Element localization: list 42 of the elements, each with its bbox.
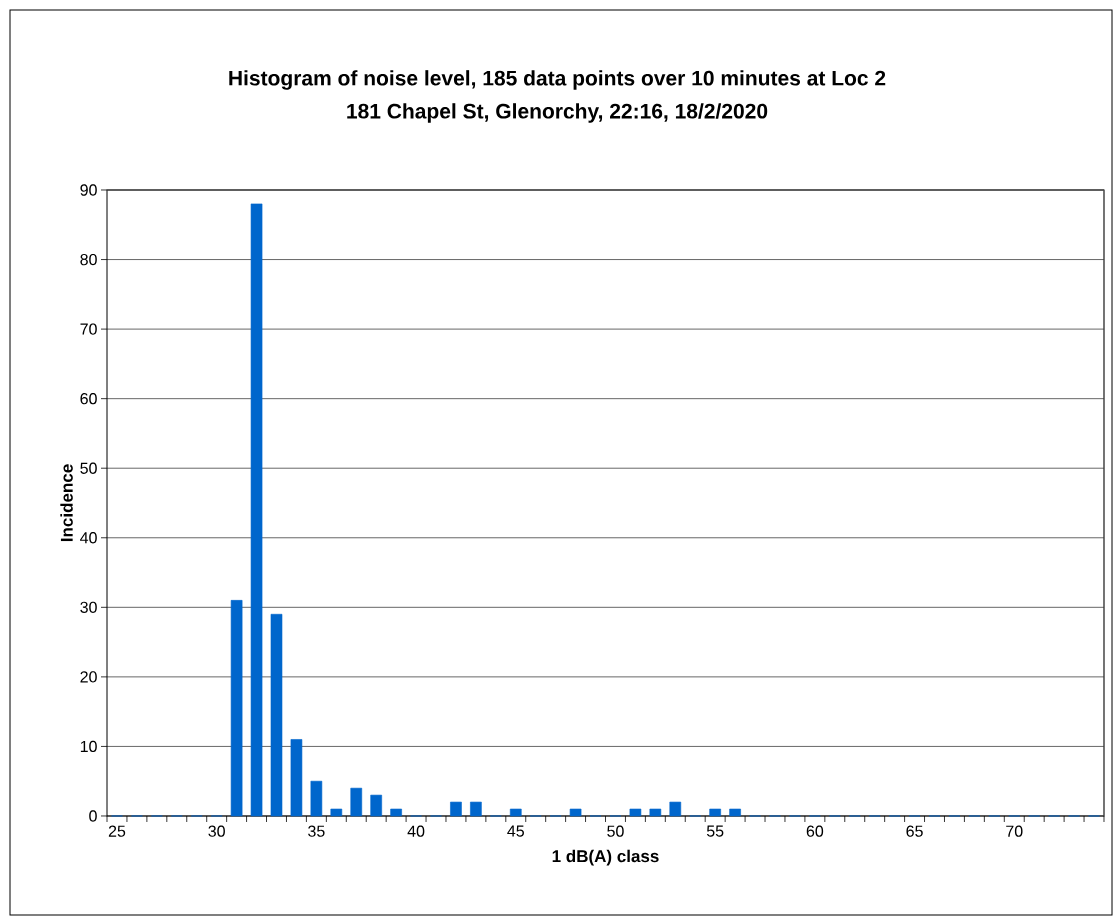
x-tick-label: 30 — [208, 825, 225, 837]
bar — [270, 613, 283, 817]
y-tick-label: 40 — [80, 532, 97, 544]
bar — [330, 808, 343, 817]
bar — [629, 808, 642, 817]
bar — [569, 808, 582, 817]
bar — [350, 787, 363, 817]
y-tick-label: 0 — [89, 810, 97, 822]
x-tick-label: 60 — [806, 825, 824, 837]
bar — [230, 600, 243, 817]
x-tick-label: 45 — [507, 825, 524, 837]
bar — [509, 808, 522, 817]
x-tick-label: 55 — [706, 825, 724, 837]
bar — [390, 808, 402, 817]
x-tick-label: 50 — [607, 825, 624, 837]
chart-subtitle: 181 Chapel St, Glenorchy, 22:16, 18/2/2020 — [347, 103, 768, 123]
y-tick-label: 60 — [80, 393, 97, 405]
x-axis-title: 1 dB(A) class — [552, 849, 659, 866]
bar — [729, 808, 741, 817]
y-axis-title: Incidence — [60, 464, 73, 542]
x-tick-label: 35 — [308, 825, 325, 837]
chart-title: Histogram of noise level, 185 data points over 10 minutes at Loc 2 — [229, 70, 886, 90]
bar — [470, 801, 482, 817]
bar — [370, 794, 382, 817]
bar — [709, 808, 721, 817]
x-tick-label: 25 — [108, 825, 126, 837]
bar — [310, 780, 323, 817]
x-tick-label: 70 — [1006, 825, 1023, 837]
bar — [669, 801, 682, 817]
x-tick-label: 65 — [906, 825, 923, 837]
bar — [450, 801, 462, 817]
x-tick-label: 40 — [407, 825, 425, 837]
bar — [250, 203, 263, 817]
y-tick-label: 70 — [80, 323, 97, 335]
y-tick-label: 80 — [80, 253, 97, 266]
bar — [649, 808, 662, 817]
y-tick-label: 30 — [80, 601, 97, 613]
y-tick-label: 50 — [80, 462, 97, 474]
y-tick-label: 20 — [80, 671, 97, 683]
y-tick-label: 10 — [80, 740, 97, 753]
bar — [290, 739, 303, 817]
y-tick-label: 90 — [80, 184, 97, 196]
